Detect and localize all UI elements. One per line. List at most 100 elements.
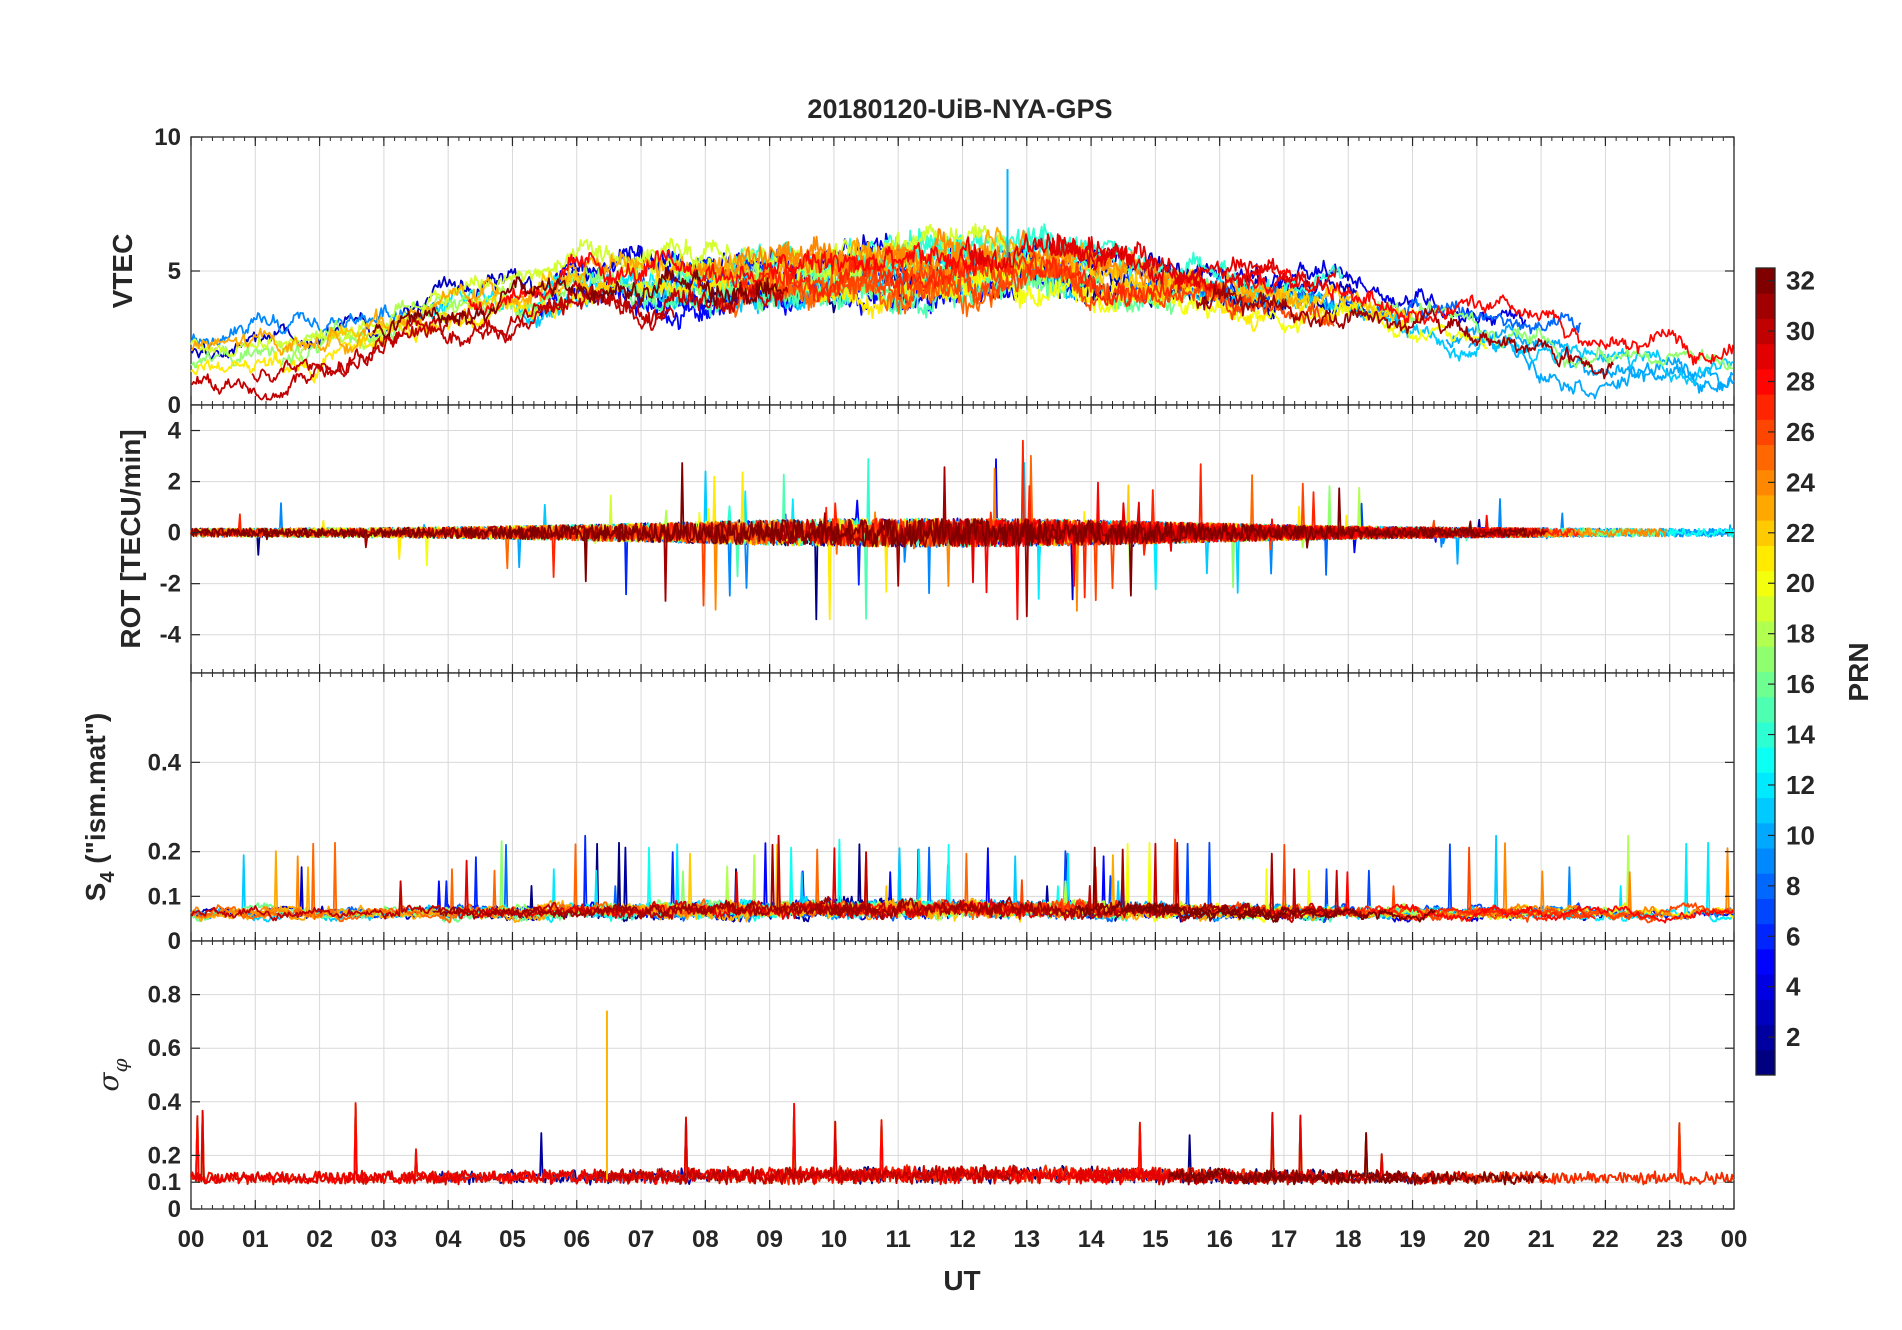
prn-series-line <box>1076 846 1289 923</box>
x-tick-label: 15 <box>1142 1226 1169 1253</box>
colorbar-step <box>1756 394 1775 420</box>
panel-rot: -4 -2 0 2 4 ROT [TECU/min] <box>115 404 1735 674</box>
y-tick-label: -2 <box>160 571 181 598</box>
prn-series-line <box>433 843 877 920</box>
x-tick-label: 05 <box>499 1226 526 1253</box>
colorbar-step <box>1756 293 1775 319</box>
colorbar-tick-label: 32 <box>1786 266 1815 296</box>
panel-s4-ticks: 0 0.1 0.2 0.4 <box>148 673 1735 955</box>
colorbar-step <box>1756 268 1775 294</box>
colorbar-step <box>1756 873 1775 899</box>
colorbar-step <box>1756 520 1775 546</box>
colorbar-step <box>1756 494 1775 521</box>
prn-series-line <box>1051 233 1276 295</box>
colorbar-tick-label: 4 <box>1786 972 1801 1002</box>
x-tick-label: 18 <box>1335 1226 1362 1253</box>
colorbar-step <box>1756 721 1775 748</box>
colorbar-step <box>1756 999 1775 1026</box>
s4-ylabel-main: S <box>80 883 111 902</box>
colorbar-step <box>1756 646 1775 672</box>
colorbar-tick-label: 12 <box>1786 770 1815 800</box>
colorbar-step <box>1756 368 1775 395</box>
colorbar-step <box>1756 948 1775 975</box>
y-tick-label: 2 <box>168 469 181 496</box>
y-tick-label: 0.2 <box>148 839 181 866</box>
x-tick-label: 10 <box>821 1226 848 1253</box>
prn-series-line <box>1232 259 1527 327</box>
colorbar-tick-label: 18 <box>1786 619 1815 649</box>
x-tick-label: 00 <box>178 1226 205 1253</box>
sigma-ylabel-main: σ <box>92 1072 125 1092</box>
prn-series-line <box>467 241 988 316</box>
y-tick-label: -4 <box>160 622 182 649</box>
x-axis-label: UT <box>943 1265 980 1296</box>
y-tick-label: 0.2 <box>148 1142 181 1169</box>
colorbar-tick-label: 28 <box>1786 366 1815 396</box>
y-tick-label: 4 <box>168 418 182 445</box>
y-tick-label: 0.4 <box>148 749 182 776</box>
x-tick-label: 16 <box>1206 1226 1233 1253</box>
x-tick-label: 00 <box>1721 1226 1748 1253</box>
panel-vtec: 0 5 10 VTEC <box>107 124 1735 419</box>
y-tick-label: 10 <box>154 124 181 151</box>
y-tick-label: 0 <box>168 520 181 547</box>
colorbar-step <box>1756 1049 1775 1076</box>
colorbar-tick-label: 30 <box>1786 316 1815 346</box>
y-tick-label: 0 <box>168 1196 181 1223</box>
panel-vtec-series <box>190 169 1735 401</box>
colorbar-step <box>1756 923 1775 950</box>
colorbar-tick-label: 16 <box>1786 669 1815 699</box>
panel-sigma-ticks: 00.10.2 0.4 0.6 0.8 <box>148 941 1735 1223</box>
colorbar-tick-label: 6 <box>1786 921 1800 951</box>
colorbar-step <box>1756 1024 1775 1051</box>
colorbar-step <box>1756 621 1775 647</box>
x-tick-label: 08 <box>692 1226 719 1253</box>
colorbar-step <box>1756 545 1775 572</box>
x-tick-label: 21 <box>1528 1226 1555 1253</box>
colorbar-step <box>1756 747 1775 773</box>
y-tick-label: 0.8 <box>148 982 181 1009</box>
x-tick-label: 02 <box>306 1226 333 1253</box>
panel-sigma-ylabel: σφ <box>92 1058 132 1091</box>
x-tick-label: 22 <box>1592 1226 1619 1253</box>
colorbar-tick-label: 2 <box>1786 1022 1800 1052</box>
colorbar-tick-label: 24 <box>1786 467 1815 497</box>
y-tick-label: 0.4 <box>148 1089 182 1116</box>
s4-ylabel-suffix: ("ism.mat") <box>80 713 111 872</box>
y-tick-label: 0 <box>168 392 181 419</box>
y-tick-label: 0.6 <box>148 1035 181 1062</box>
colorbar-frame <box>1755 267 1776 1076</box>
y-tick-label: 0.1 <box>148 883 181 910</box>
colorbar-step <box>1756 419 1775 446</box>
prn-series-line <box>1195 281 1614 380</box>
colorbar-label: PRN <box>1843 642 1874 701</box>
colorbar-step <box>1756 469 1775 496</box>
colorbar-step <box>1756 570 1775 597</box>
prn-series-line <box>597 1164 1025 1186</box>
panel-sigma-series <box>190 1010 1735 1186</box>
y-tick-label: 5 <box>168 258 181 285</box>
colorbar-step <box>1756 318 1775 345</box>
x-tick-label: 19 <box>1399 1226 1426 1253</box>
chart-title: 20180120-UiB-NYA-GPS <box>807 94 1112 124</box>
x-tick-label: 17 <box>1271 1226 1298 1253</box>
colorbar-tick-label: 26 <box>1786 417 1815 447</box>
sigma-ylabel-sub: φ <box>108 1058 132 1072</box>
colorbar-step <box>1756 848 1775 874</box>
x-tick-label: 07 <box>628 1226 655 1253</box>
colorbar-step <box>1756 696 1775 723</box>
x-tick-label: 12 <box>949 1226 976 1253</box>
prn-series-line <box>1244 268 1734 366</box>
prn-series-line <box>190 462 1527 597</box>
x-tick-label: 14 <box>1078 1226 1105 1253</box>
colorbar-step <box>1756 671 1775 698</box>
colorbar-step <box>1756 974 1775 1000</box>
x-tick-label: 06 <box>563 1226 590 1253</box>
prn-series-line <box>1169 1132 1549 1186</box>
colorbar-step <box>1756 343 1775 370</box>
panel-rot-ticks: -4 -2 0 2 4 <box>160 405 1735 673</box>
x-tick-label: 04 <box>435 1226 462 1253</box>
